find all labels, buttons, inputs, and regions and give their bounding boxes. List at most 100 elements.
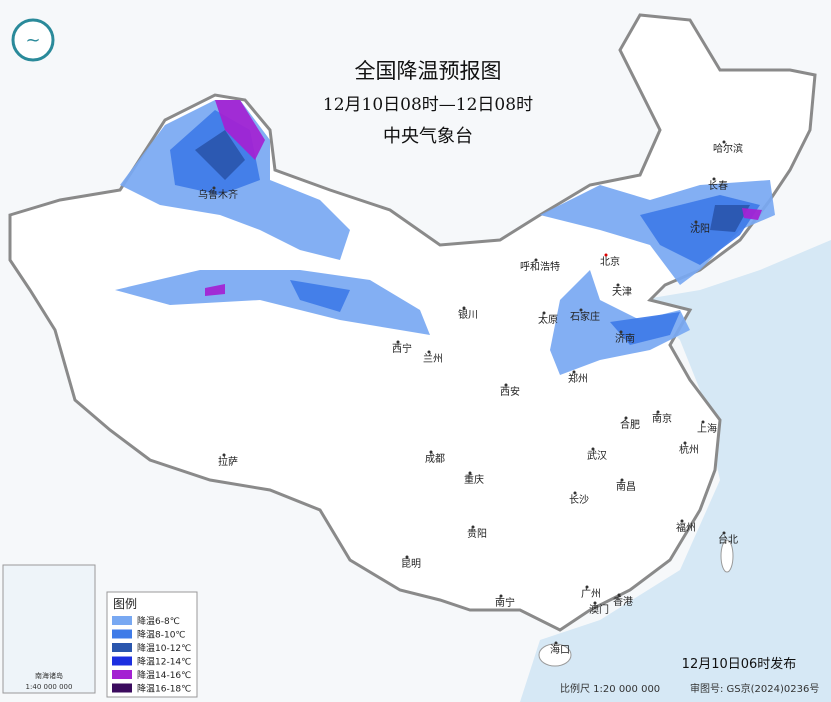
title: 全国降温预报图 — [355, 59, 502, 83]
inset-box — [2, 564, 96, 694]
cooling-area — [742, 208, 762, 220]
legend-swatch — [112, 629, 132, 639]
city-label: 南京 — [652, 412, 672, 425]
inset-label: 南海诸岛 — [35, 671, 63, 680]
city-label: 长沙 — [569, 494, 589, 506]
city-label: 北京 — [600, 255, 620, 268]
city-label: 哈尔滨 — [713, 142, 743, 155]
city-dot — [604, 253, 608, 257]
city-label: 成都 — [425, 453, 445, 465]
city-dot — [656, 410, 660, 414]
city-label: 贵阳 — [467, 527, 487, 540]
city-dot — [712, 177, 716, 181]
legend-swatch — [112, 656, 132, 666]
city-label: 武汉 — [587, 449, 607, 462]
city-label: 呼和浩特 — [520, 261, 560, 273]
city-label: 澳门 — [589, 603, 609, 616]
city-dot — [554, 641, 558, 645]
city-dot — [471, 525, 475, 529]
city-label: 西宁 — [392, 342, 412, 355]
city-dot — [504, 383, 508, 387]
city-dot — [534, 258, 538, 262]
city-dot — [619, 330, 623, 334]
logo-mark: ~ — [25, 30, 40, 51]
cooling-area — [205, 284, 225, 296]
scale: 比例尺 1:20 000 000 — [560, 682, 660, 695]
city-dot — [427, 350, 431, 354]
legend-swatch — [112, 683, 132, 693]
cooling-area — [215, 100, 265, 160]
legend-label: 降温14-16℃ — [137, 669, 191, 681]
city-label: 拉萨 — [218, 455, 238, 468]
city-dot — [683, 441, 687, 445]
city-label: 南昌 — [616, 480, 636, 493]
city-label: 海口 — [550, 643, 570, 656]
approval: 审图号: GS京(2024)0236号 — [690, 682, 819, 695]
city-label: 香港 — [613, 596, 633, 608]
city-label: 合肥 — [620, 418, 640, 431]
city-dot — [579, 308, 583, 312]
city-dot — [701, 420, 705, 424]
city-label: 福州 — [676, 521, 696, 534]
city-label: 银川 — [458, 308, 478, 321]
city-label: 昆明 — [401, 558, 421, 570]
city-label: 台北 — [718, 533, 738, 546]
legend-label: 降温10-12℃ — [137, 642, 191, 654]
legend-label: 降温12-14℃ — [137, 656, 191, 668]
city-dot — [429, 450, 433, 454]
city-dot — [593, 601, 597, 605]
city-label: 上海 — [697, 422, 717, 435]
issuer: 中央气象台 — [383, 126, 473, 147]
city-dot — [212, 186, 216, 190]
city-dot — [722, 531, 726, 535]
city-label: 天津 — [612, 286, 632, 298]
city-dot — [462, 306, 466, 310]
city-label: 沈阳 — [690, 222, 710, 235]
legend-label: 降温16-18℃ — [137, 683, 191, 695]
city-label: 郑州 — [568, 372, 588, 385]
city-dot — [468, 471, 472, 475]
legend-title: 图例 — [113, 597, 137, 611]
city-dot — [680, 519, 684, 523]
city-dot — [573, 491, 577, 495]
issued: 12月10日06时发布 — [682, 656, 797, 672]
taiwan — [720, 539, 734, 573]
city-dot — [499, 594, 503, 598]
city-label: 重庆 — [464, 473, 484, 486]
city-dot — [222, 453, 226, 457]
city-dot — [396, 340, 400, 344]
city-label: 济南 — [615, 332, 635, 345]
cooling-area — [610, 312, 680, 345]
city-dot — [617, 593, 621, 597]
city-label: 石家庄 — [570, 310, 600, 323]
subtitle: 12月10日08时—12日08时 — [323, 95, 533, 115]
city-dot — [694, 220, 698, 224]
cooling-area — [195, 130, 245, 180]
sea — [520, 240, 831, 702]
legend-swatch — [112, 616, 132, 625]
legend-label: 降温6-8℃ — [137, 615, 180, 627]
city-label: 长春 — [708, 180, 728, 192]
city-label: 广州 — [581, 588, 601, 600]
city-label: 西安 — [500, 385, 520, 398]
city-label: 太原 — [538, 313, 558, 326]
city-dot — [572, 370, 576, 374]
cooling-area — [115, 270, 430, 335]
legend-label: 降温8-10℃ — [137, 629, 186, 641]
city-dot — [620, 478, 624, 482]
city-label: 南宁 — [495, 596, 515, 609]
cooling-area — [290, 280, 350, 312]
inset-scale: 1:40 000 000 — [26, 683, 73, 691]
logo — [11, 18, 55, 62]
city-label: 杭州 — [679, 443, 699, 456]
legend-swatch — [112, 670, 132, 679]
city-dot — [405, 555, 409, 559]
city-dot — [616, 283, 620, 287]
city-label: 兰州 — [423, 352, 443, 365]
city-label: 乌鲁木齐 — [198, 188, 238, 201]
city-dot — [585, 585, 589, 589]
legend-swatch — [112, 643, 132, 652]
city-dot — [624, 416, 628, 420]
city-dot — [542, 311, 546, 315]
city-dot — [722, 140, 726, 144]
